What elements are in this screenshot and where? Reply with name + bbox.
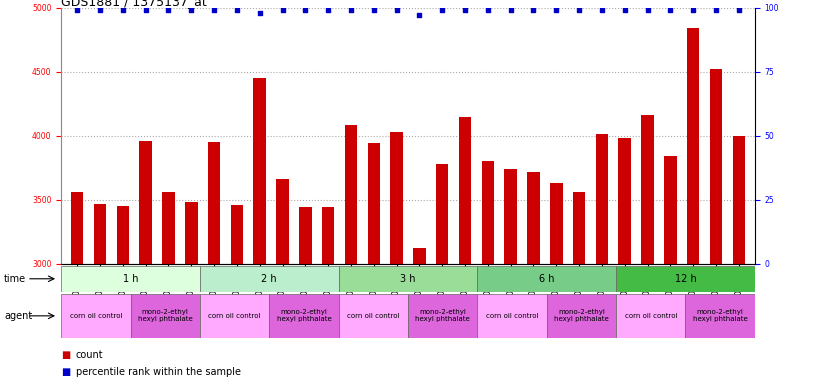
Point	[641, 7, 654, 13]
Point	[413, 12, 426, 18]
Point	[664, 7, 677, 13]
Point	[322, 7, 335, 13]
Text: 1 h: 1 h	[123, 274, 138, 284]
Bar	[131, 294, 200, 338]
Point	[344, 7, 357, 13]
Point	[71, 7, 84, 13]
Bar	[685, 294, 755, 338]
Bar	[344, 126, 357, 384]
Bar	[208, 142, 220, 384]
Bar	[339, 266, 477, 292]
Bar	[299, 207, 312, 384]
Text: mono-2-ethyl
hexyl phthalate: mono-2-ethyl hexyl phthalate	[138, 310, 193, 322]
Point	[687, 7, 700, 13]
Text: corn oil control: corn oil control	[208, 313, 261, 319]
Bar	[140, 141, 152, 384]
Point	[550, 7, 563, 13]
Text: ■: ■	[61, 367, 70, 377]
Bar	[231, 205, 243, 384]
Bar	[733, 136, 745, 384]
Text: GDS1881 / 1375137_at: GDS1881 / 1375137_at	[61, 0, 207, 8]
Bar	[254, 78, 266, 384]
Bar	[477, 294, 547, 338]
Point	[162, 7, 175, 13]
Text: percentile rank within the sample: percentile rank within the sample	[76, 367, 241, 377]
Point	[367, 7, 380, 13]
Bar	[322, 207, 335, 384]
Point	[619, 7, 632, 13]
Point	[253, 10, 266, 16]
Bar	[616, 266, 755, 292]
Text: 2 h: 2 h	[261, 274, 277, 284]
Bar	[436, 164, 449, 384]
Bar	[200, 294, 269, 338]
Point	[709, 7, 722, 13]
Point	[230, 7, 243, 13]
Text: mono-2-ethyl
hexyl phthalate: mono-2-ethyl hexyl phthalate	[693, 310, 747, 322]
Bar	[527, 172, 539, 384]
Bar	[71, 192, 83, 384]
Bar	[61, 294, 131, 338]
Bar	[477, 266, 616, 292]
Bar	[277, 179, 289, 384]
Bar	[200, 266, 339, 292]
Bar	[269, 294, 339, 338]
Text: corn oil control: corn oil control	[624, 313, 677, 319]
Text: corn oil control: corn oil control	[347, 313, 400, 319]
Bar	[573, 192, 585, 384]
Bar	[687, 28, 699, 384]
Point	[527, 7, 540, 13]
Text: count: count	[76, 350, 104, 360]
Text: corn oil control: corn oil control	[486, 313, 539, 319]
Bar	[481, 161, 494, 384]
Text: agent: agent	[4, 311, 33, 321]
Text: time: time	[4, 274, 26, 284]
Point	[276, 7, 289, 13]
Bar	[162, 192, 175, 384]
Text: mono-2-ethyl
hexyl phthalate: mono-2-ethyl hexyl phthalate	[415, 310, 470, 322]
Point	[184, 7, 197, 13]
Bar	[339, 294, 408, 338]
Bar	[547, 294, 616, 338]
Bar	[94, 204, 106, 384]
Bar	[664, 156, 676, 384]
Point	[94, 7, 107, 13]
Bar	[641, 115, 654, 384]
Bar	[459, 116, 472, 384]
Text: mono-2-ethyl
hexyl phthalate: mono-2-ethyl hexyl phthalate	[554, 310, 609, 322]
Point	[139, 7, 152, 13]
Point	[116, 7, 129, 13]
Bar	[504, 169, 517, 384]
Point	[504, 7, 517, 13]
Point	[390, 7, 403, 13]
Text: mono-2-ethyl
hexyl phthalate: mono-2-ethyl hexyl phthalate	[277, 310, 331, 322]
Bar	[413, 248, 426, 384]
Bar	[619, 138, 631, 384]
Bar	[117, 206, 129, 384]
Point	[596, 7, 609, 13]
Bar	[710, 69, 722, 384]
Point	[207, 7, 220, 13]
Text: ■: ■	[61, 350, 70, 360]
Point	[732, 7, 745, 13]
Bar	[390, 132, 403, 384]
Bar	[408, 294, 477, 338]
Text: corn oil control: corn oil control	[69, 313, 122, 319]
Bar	[596, 134, 608, 384]
Point	[436, 7, 449, 13]
Text: 6 h: 6 h	[539, 274, 554, 284]
Bar	[367, 144, 380, 384]
Point	[459, 7, 472, 13]
Point	[299, 7, 312, 13]
Bar	[185, 202, 197, 384]
Bar	[616, 294, 685, 338]
Text: 3 h: 3 h	[401, 274, 415, 284]
Bar	[61, 266, 200, 292]
Point	[481, 7, 494, 13]
Bar	[550, 183, 562, 384]
Text: 12 h: 12 h	[675, 274, 696, 284]
Point	[573, 7, 586, 13]
